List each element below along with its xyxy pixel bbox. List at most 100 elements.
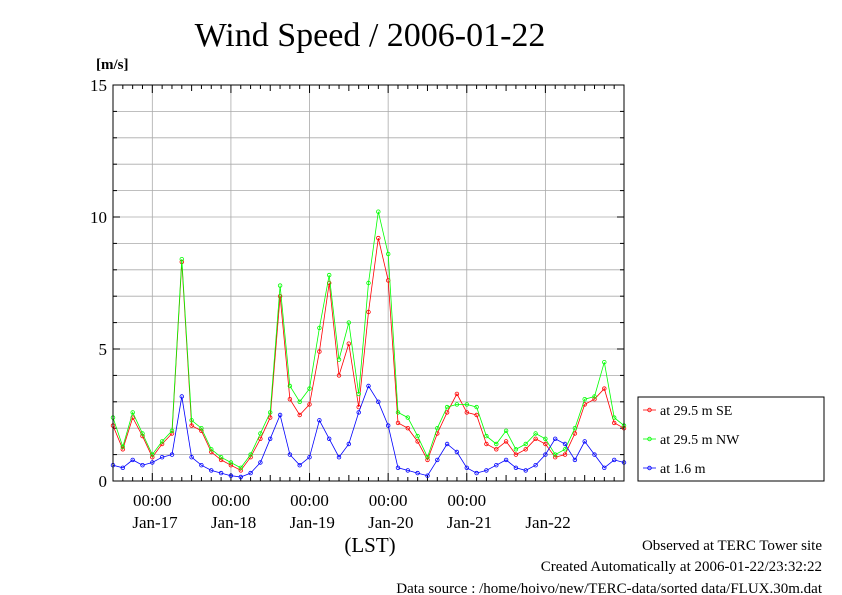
data-point — [189, 455, 194, 460]
plot-series — [110, 209, 627, 480]
data-point — [327, 272, 332, 278]
data-point — [238, 465, 243, 470]
data-point — [317, 325, 322, 331]
data-point — [317, 418, 322, 423]
data-point — [553, 455, 558, 460]
data-point — [336, 455, 342, 460]
data-point — [297, 412, 302, 418]
x-axis-title: (LST) — [344, 533, 395, 557]
data-point — [209, 447, 214, 452]
footer-created: Created Automatically at 2006-01-22/23:3… — [541, 559, 822, 575]
data-point — [444, 404, 450, 410]
data-point — [356, 391, 361, 397]
data-point — [395, 410, 401, 415]
data-point — [562, 447, 568, 452]
data-point — [258, 431, 263, 436]
data-point — [356, 410, 361, 415]
data-point — [405, 468, 410, 473]
x-day-label: Jan-17 — [132, 513, 178, 532]
legend-label: at 29.5 m SE — [660, 404, 732, 419]
data-point — [277, 294, 283, 299]
data-point — [209, 449, 214, 455]
data-point — [297, 399, 302, 404]
data-point — [307, 386, 312, 391]
y-tick-label: 0 — [99, 472, 108, 491]
data-point — [454, 402, 460, 407]
x-tick-label: 00:00 — [369, 491, 408, 510]
data-point — [533, 436, 538, 441]
data-point — [258, 436, 263, 441]
data-point — [297, 463, 302, 468]
legend-swatch-marker — [647, 465, 652, 471]
plot-frame — [112, 84, 625, 482]
y-tick-label: 15 — [90, 76, 107, 95]
footer-source: Data source : /home/hoivo/new/TERC-data/… — [396, 581, 823, 595]
x-day-label: Jan-22 — [525, 513, 570, 532]
legend-label: at 1.6 m — [660, 462, 706, 477]
legend: at 29.5 m SE at 29.5 m NW at 1.6 m — [637, 396, 825, 482]
x-day-label: Jan-20 — [368, 513, 413, 532]
y-tick-label: 10 — [90, 208, 107, 227]
data-point — [425, 473, 430, 478]
x-day-label: Jan-19 — [290, 513, 335, 532]
data-point — [474, 404, 479, 410]
data-point — [179, 257, 184, 262]
data-point — [238, 468, 243, 473]
y-tick-label: 5 — [99, 340, 108, 359]
data-point — [228, 473, 234, 478]
data-point — [444, 410, 450, 415]
data-point — [386, 251, 391, 257]
data-point — [218, 455, 224, 460]
data-point — [199, 426, 204, 431]
data-point — [602, 386, 607, 391]
data-point — [120, 444, 125, 449]
data-point — [268, 415, 273, 420]
data-point — [494, 447, 499, 452]
data-point — [159, 455, 165, 460]
data-point — [268, 410, 273, 415]
data-point — [484, 441, 489, 447]
data-point — [582, 439, 587, 444]
data-point — [395, 420, 401, 426]
data-point — [150, 452, 155, 457]
data-point — [612, 420, 617, 426]
data-point — [179, 394, 184, 399]
x-axis-ticks: 00:00 00:00 00:00 00:00 00:00 Jan-17 Jan-18 Jan… — [112, 85, 625, 532]
data-point — [327, 436, 332, 441]
data-point — [562, 441, 568, 447]
data-point — [248, 452, 253, 457]
data-point — [307, 402, 312, 407]
data-point — [150, 460, 155, 465]
data-point — [209, 468, 214, 473]
data-point — [130, 410, 135, 415]
data-point — [376, 399, 381, 404]
data-point — [169, 431, 175, 436]
data-point — [484, 468, 489, 473]
data-point — [543, 436, 548, 441]
y-axis-unit: [m/s] — [96, 57, 129, 73]
data-point — [612, 457, 617, 463]
series-line — [112, 385, 625, 478]
data-point — [523, 441, 528, 447]
data-point — [376, 235, 381, 241]
data-point — [592, 397, 597, 402]
data-point — [140, 463, 145, 468]
data-point — [572, 426, 578, 431]
data-point — [533, 431, 538, 436]
data-point — [268, 436, 273, 441]
x-day-label: Jan-21 — [447, 513, 492, 532]
data-point — [513, 465, 519, 470]
data-point — [150, 455, 155, 460]
data-point — [474, 470, 479, 476]
data-point — [543, 441, 548, 447]
data-point — [415, 439, 420, 444]
data-point — [553, 452, 558, 457]
data-point — [120, 465, 125, 470]
data-point — [366, 309, 371, 315]
data-point — [287, 452, 293, 457]
data-point — [553, 436, 558, 441]
data-point — [602, 465, 607, 470]
data-point — [346, 441, 351, 447]
data-point — [425, 455, 430, 460]
data-point — [238, 474, 243, 480]
